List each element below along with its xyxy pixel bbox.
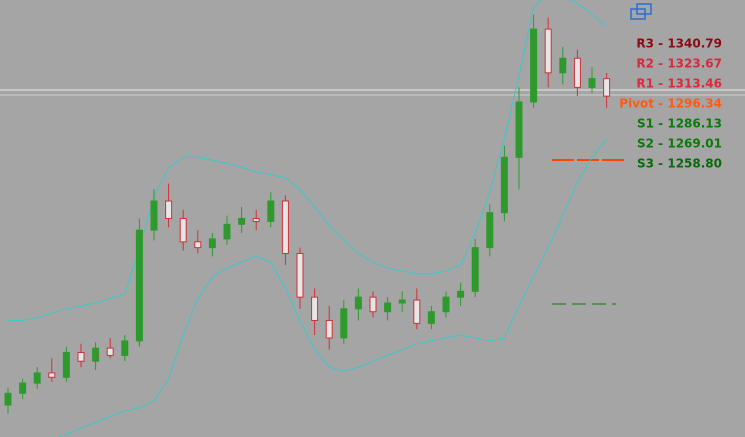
candle [194, 230, 202, 254]
candle [296, 247, 304, 309]
candle-body [442, 296, 450, 313]
candle-body [150, 200, 158, 231]
candle [413, 288, 421, 330]
candle-body [398, 299, 406, 304]
candle-body [106, 347, 114, 356]
candle [267, 192, 275, 228]
window-icon[interactable] [630, 3, 652, 20]
candle [427, 305, 435, 330]
candle-body [4, 392, 12, 406]
candle [4, 387, 12, 414]
candle [471, 238, 479, 298]
candle-body [486, 212, 494, 249]
candle [179, 209, 187, 251]
candle [457, 282, 465, 306]
candle-body [252, 218, 260, 222]
candle [106, 337, 114, 359]
candle-body [48, 372, 56, 378]
candle [238, 206, 246, 234]
icon-frame [636, 3, 652, 15]
candle-body [544, 28, 552, 74]
candle [150, 189, 158, 241]
candle [325, 305, 333, 350]
candle-body [179, 218, 187, 243]
candle [515, 87, 523, 190]
candle [165, 183, 173, 228]
pivot-level-label: S1 - 1286.13 [637, 117, 722, 131]
candle [530, 14, 538, 108]
candle [354, 288, 362, 321]
candle [369, 291, 377, 318]
candle-body [530, 28, 538, 103]
candle-body [165, 200, 173, 220]
candle-body [238, 218, 246, 225]
candle [208, 233, 216, 257]
pivot-level-label: R2 - 1323.67 [636, 57, 722, 71]
candle [544, 17, 552, 88]
candle-body [384, 302, 392, 313]
candle-body [603, 78, 611, 97]
candle-body [121, 340, 129, 356]
candle-body [588, 78, 596, 88]
candle-body [296, 252, 304, 298]
pivot-level-label: Pivot - 1296.34 [619, 97, 722, 111]
candle-body [471, 247, 479, 292]
bollinger-band [57, 138, 607, 437]
candle [252, 209, 260, 231]
candle-body [457, 290, 465, 298]
candle-body [281, 200, 289, 254]
bollinger-band [8, 0, 607, 321]
candle [135, 218, 143, 347]
pivot-level-label: R1 - 1313.46 [636, 77, 722, 91]
candle-body [77, 352, 85, 362]
candle-body [311, 296, 319, 321]
candle-body [92, 347, 100, 362]
candle-body [208, 238, 216, 249]
candle-body [267, 200, 275, 222]
candle-body [340, 308, 348, 339]
candle [398, 291, 406, 312]
candle [281, 195, 289, 266]
candle-body [354, 296, 362, 310]
candle [500, 145, 508, 222]
candle-body [194, 241, 202, 249]
candle-body [427, 311, 435, 324]
pivot-level-label: S3 - 1258.80 [637, 157, 722, 171]
candle [559, 46, 567, 85]
candle [48, 358, 56, 382]
candle-body [515, 101, 523, 158]
candle [77, 343, 85, 368]
candle-body [19, 382, 27, 394]
candle-body [573, 57, 581, 88]
candle-body [135, 229, 143, 342]
candle-body [413, 299, 421, 324]
candle-body [500, 156, 508, 214]
candle [223, 215, 231, 245]
candle [588, 67, 596, 94]
candle [62, 346, 70, 382]
candle [33, 367, 41, 389]
candle-body [33, 372, 41, 384]
pivot-level-label: S2 - 1269.01 [637, 137, 722, 151]
candle [311, 288, 319, 336]
candle-body [369, 296, 377, 313]
candle [573, 49, 581, 97]
candle-body [559, 57, 567, 74]
candle [384, 297, 392, 321]
candle-body [62, 352, 70, 378]
candle [442, 291, 450, 318]
candle-body [223, 223, 231, 240]
candle [603, 72, 611, 108]
candle [19, 378, 27, 400]
candle [340, 300, 348, 344]
candle [92, 342, 100, 370]
candle [121, 335, 129, 362]
candle-body [325, 319, 333, 339]
candle [486, 203, 494, 257]
pivot-level-label: R3 - 1340.79 [636, 37, 722, 51]
